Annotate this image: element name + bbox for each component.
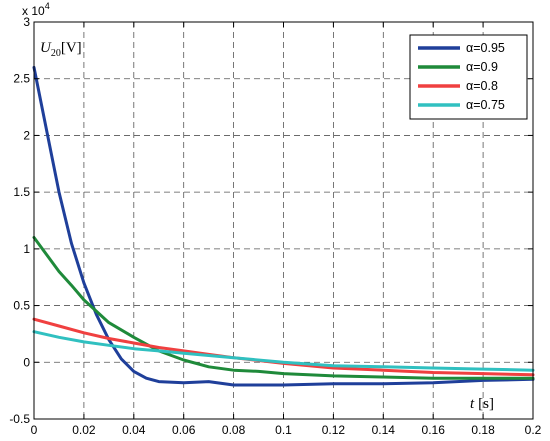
- x-tick-label: 0: [31, 423, 38, 437]
- y-tick-label: 1: [23, 242, 30, 256]
- x-tick-label: 0.08: [222, 423, 246, 437]
- y-multiplier-label: x 104: [22, 1, 50, 18]
- x-axis-label: t [s]: [470, 396, 494, 412]
- x-tick-label: 0.02: [72, 423, 96, 437]
- x-tick-label: 0.18: [471, 423, 495, 437]
- x-tick-label: 0.1: [275, 423, 292, 437]
- y-tick-label: 0.5: [13, 299, 30, 313]
- y-tick-label: 2: [23, 128, 30, 142]
- series-line-1: [32, 65, 535, 387]
- x-tick-label: 0.16: [422, 423, 446, 437]
- series-line-2: [32, 236, 535, 380]
- legend-label: α=0.9: [466, 60, 498, 74]
- axis-ticks: 0 0.02 0.04 0.06 0.08 0.1 0.12 0.14 0.16 0.18 0.2 -…: [9, 15, 541, 437]
- legend: α=0.95 α=0.9 α=0.8 α=0.75: [409, 34, 528, 120]
- y-tick-label: 2.5: [13, 72, 30, 86]
- legend-label: α=0.8: [466, 79, 498, 93]
- x-tick-label: 0.12: [322, 423, 346, 437]
- y-tick-label: 3: [23, 15, 30, 29]
- y-tick-label: 1.5: [13, 185, 30, 199]
- x-tick-label: 0.06: [172, 423, 196, 437]
- y-tick-label: 0: [23, 355, 30, 369]
- x-tick-label: 0.04: [122, 423, 146, 437]
- legend-label: α=0.95: [466, 41, 505, 55]
- x-tick-label: 0.14: [372, 423, 396, 437]
- series-line-4: [32, 330, 535, 372]
- y-tick-label: -0.5: [9, 412, 30, 426]
- legend-label: α=0.75: [466, 98, 505, 112]
- y-axis-label: U20[V]: [40, 40, 82, 59]
- series-layer: [32, 65, 535, 387]
- x-tick-label: 0.2: [525, 423, 542, 437]
